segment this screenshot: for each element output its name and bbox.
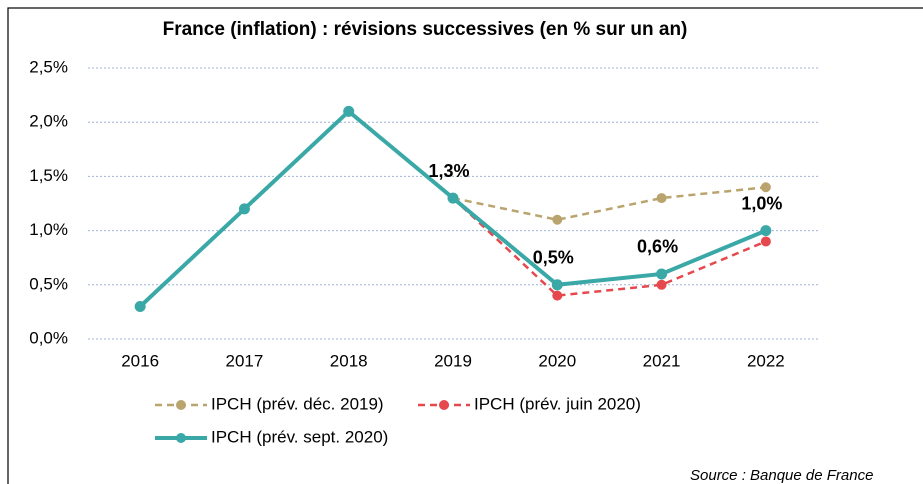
x-tick-label: 2016 [121,351,159,370]
marker [552,214,563,225]
legend-marker [439,400,449,410]
y-tick-label: 0,0% [29,328,68,347]
legend-label: IPCH (prév. sept. 2020) [211,427,388,446]
marker [343,105,355,117]
legend-label: IPCH (prév. juin 2020) [474,394,641,413]
y-tick-label: 1,5% [29,166,68,185]
data-label: 1,3% [428,161,469,181]
marker [760,182,771,193]
x-tick-label: 2022 [747,351,785,370]
marker [447,192,459,204]
series-line [452,185,766,222]
x-tick-label: 2018 [330,351,368,370]
x-tick-label: 2021 [643,351,681,370]
legend-label: IPCH (prév. déc. 2019) [211,394,384,413]
y-tick-label: 2,0% [29,112,68,131]
marker [551,279,563,291]
marker [656,193,667,204]
chart-title: France (inflation) : révisions successiv… [163,19,688,40]
data-label: 1,0% [741,193,782,213]
y-tick-label: 0,5% [29,274,68,293]
legend-marker [176,433,186,443]
y-tick-label: 1,0% [29,220,68,239]
marker [656,268,668,280]
x-tick-label: 2017 [226,351,264,370]
series-line [138,108,767,308]
x-tick-label: 2020 [538,351,576,370]
data-label: 0,5% [533,248,574,268]
marker [134,300,146,312]
marker [238,203,250,215]
x-tick-label: 2019 [434,351,472,370]
marker [760,225,772,237]
marker [760,236,771,247]
series-line [452,197,767,297]
marker [552,290,563,301]
legend-marker [176,400,186,410]
frame [7,7,923,484]
y-tick-label: 2,5% [29,57,68,76]
data-label: 0,6% [637,237,678,257]
marker [656,279,667,290]
source: Source : Banque de France [690,467,873,484]
